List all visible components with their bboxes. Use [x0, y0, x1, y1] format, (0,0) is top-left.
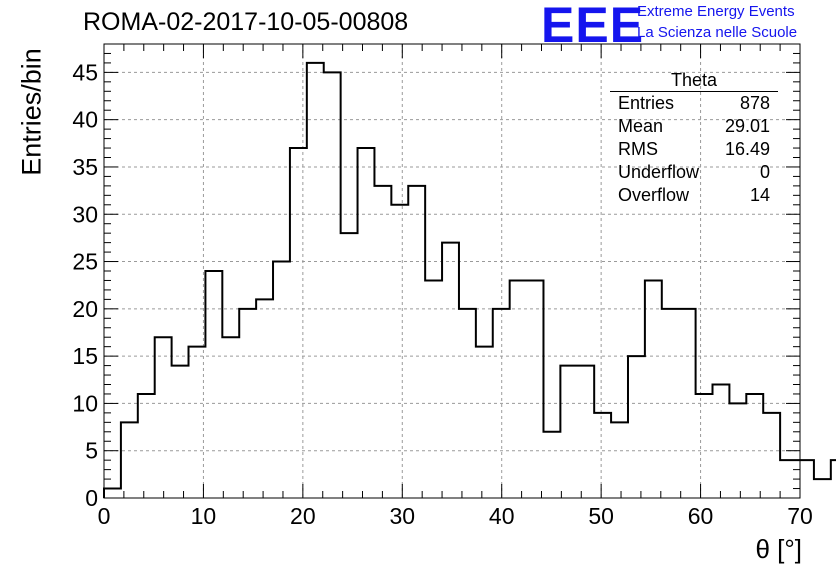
- stats-label: Underflow: [618, 162, 700, 182]
- histogram-bin: [324, 72, 341, 498]
- histogram-bin: [543, 432, 560, 498]
- histogram-bin: [763, 413, 780, 498]
- stats-value: 29.01: [724, 116, 770, 136]
- y-axis-label: Entries/bin: [16, 48, 47, 176]
- histogram-bin: [560, 366, 577, 498]
- histogram-bin: [814, 479, 831, 498]
- histogram-bin: [729, 403, 746, 498]
- y-tick-label: 20: [72, 296, 98, 322]
- x-tick-label: 0: [98, 503, 111, 529]
- stats-row-underflow: Underflow 0: [610, 161, 778, 184]
- stats-value: 0: [759, 162, 770, 182]
- histogram-bin: [358, 148, 375, 498]
- y-tick-label: 10: [72, 390, 98, 416]
- y-tick-label: 25: [72, 249, 98, 275]
- histogram-bin: [425, 280, 442, 498]
- histogram-bin: [222, 337, 239, 498]
- histogram-bin: [713, 385, 730, 499]
- histogram-bin: [746, 394, 763, 498]
- stats-box: Theta Entries 878 Mean 29.01 RMS 16.49 U…: [610, 70, 778, 207]
- grid-lines: [104, 44, 800, 498]
- x-tick-label: 40: [489, 503, 515, 529]
- histogram-bin: [442, 243, 459, 498]
- histogram-bin: [307, 63, 324, 498]
- stats-label: RMS: [618, 139, 658, 159]
- histogram-bin: [205, 271, 222, 498]
- stats-label: Mean: [618, 116, 664, 136]
- histogram-bin: [138, 394, 155, 498]
- histogram-bin: [628, 356, 645, 498]
- stats-label: Overflow: [618, 185, 690, 205]
- x-tick-label: 50: [588, 503, 614, 529]
- y-tick-label: 30: [72, 201, 98, 227]
- stats-value: 16.49: [724, 139, 770, 159]
- axes: 0 10 20 30 40 50 60 70 0 5 10 15 20 25 30 35 40 45: [72, 43, 813, 529]
- histogram-bin: [155, 337, 172, 498]
- histogram-bin: [391, 205, 408, 498]
- stats-label: Entries: [618, 93, 675, 113]
- logo-line-1: Extreme Energy Events: [637, 3, 795, 20]
- stats-title: Theta: [610, 70, 778, 92]
- x-tick-label: 10: [191, 503, 217, 529]
- histogram-bin: [189, 347, 206, 498]
- histogram-bin: [645, 280, 662, 498]
- histogram-bin: [239, 309, 256, 498]
- eee-logo: EEE: [541, 0, 645, 53]
- x-tick-label: 30: [389, 503, 415, 529]
- y-tick-label: 0: [85, 485, 98, 511]
- stats-value: 878: [739, 93, 770, 113]
- histogram-bin: [290, 148, 307, 498]
- histogram-bin: [341, 233, 358, 498]
- histogram-bin: [594, 413, 611, 498]
- histogram-bin: [696, 394, 713, 498]
- histogram-bin: [527, 280, 544, 498]
- stats-row-rms: RMS 16.49: [610, 138, 778, 161]
- histogram-bin: [476, 347, 493, 498]
- histogram-bin: [104, 489, 121, 498]
- y-tick-label: 5: [85, 438, 98, 464]
- stats-row-overflow: Overflow 14: [610, 184, 778, 207]
- y-tick-label: 15: [72, 343, 98, 369]
- histogram-bin: [459, 309, 476, 498]
- histogram-bin: [172, 366, 189, 498]
- histogram-bin: [121, 422, 138, 498]
- histogram-bin: [256, 299, 273, 498]
- histogram-bin: [611, 422, 628, 498]
- histogram-bin: [510, 280, 527, 498]
- histogram-bin: [273, 262, 290, 498]
- stats-row-entries: Entries 878: [610, 92, 778, 115]
- x-tick-label: 60: [688, 503, 714, 529]
- y-tick-label: 45: [72, 59, 98, 85]
- stats-value: 14: [749, 185, 770, 205]
- y-tick-label: 35: [72, 154, 98, 180]
- x-axis-label: θ [°]: [755, 534, 802, 564]
- logo-line-2: La Scienza nelle Scuole: [637, 24, 798, 41]
- x-tick-label: 20: [290, 503, 316, 529]
- stats-row-mean: Mean 29.01: [610, 115, 778, 138]
- x-tick-label: 70: [787, 503, 813, 529]
- chart-title: ROMA-02-2017-10-05-00808: [83, 8, 409, 36]
- y-tick-label: 40: [72, 107, 98, 133]
- histogram-bin: [577, 366, 594, 498]
